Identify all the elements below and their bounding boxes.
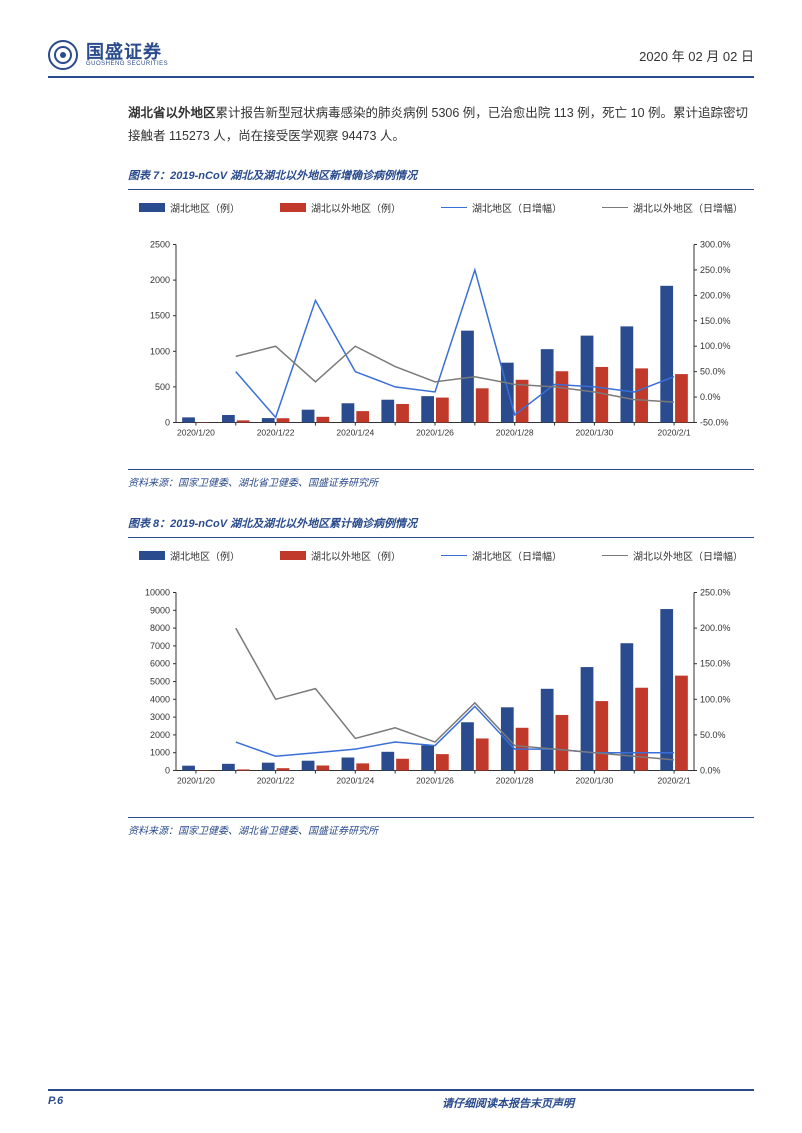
figure8-chart: 0 1000 2000 3000 4000 5000 6000 7000 8000 9000 100… (134, 571, 744, 806)
logo-icon (48, 40, 78, 70)
logo-text-cn: 国盛证券 (86, 43, 168, 61)
svg-text:2020/1/30: 2020/1/30 (575, 428, 613, 438)
svg-text:3000: 3000 (150, 712, 170, 722)
svg-text:0.0%: 0.0% (700, 392, 721, 402)
legend-other-line-swatch (602, 555, 628, 557)
legend-other-line-swatch (602, 207, 628, 209)
report-date: 2020 年 02 月 02 日 (639, 46, 754, 65)
legend-other-line-label: 湖北以外地区（日增幅） (633, 200, 743, 215)
svg-text:1000: 1000 (150, 748, 170, 758)
svg-text:300.0%: 300.0% (700, 240, 731, 250)
svg-text:250.0%: 250.0% (700, 588, 731, 598)
intro-paragraph: 湖北省以外地区累计报告新型冠状病毒感染的肺炎病例 5306 例，已治愈出院 11… (128, 102, 754, 147)
svg-text:-50.0%: -50.0% (700, 418, 729, 428)
svg-text:1000: 1000 (150, 346, 170, 356)
legend-hubei-bar-label: 湖北地区（例） (170, 548, 240, 563)
svg-text:2020/1/20: 2020/1/20 (177, 776, 215, 786)
svg-text:150.0%: 150.0% (700, 316, 731, 326)
svg-text:500: 500 (155, 382, 170, 392)
svg-text:2020/1/30: 2020/1/30 (575, 776, 613, 786)
legend-hubei-line-swatch (441, 555, 467, 557)
legend-other-bar-label: 湖北以外地区（例） (311, 548, 401, 563)
svg-text:2020/1/26: 2020/1/26 (416, 428, 454, 438)
svg-text:8000: 8000 (150, 623, 170, 633)
legend-other-bar-swatch (280, 203, 306, 212)
logo: 国盛证券 GUOSHENG SECURITIES (48, 40, 168, 70)
svg-text:2000: 2000 (150, 275, 170, 285)
svg-text:2020/1/22: 2020/1/22 (257, 428, 295, 438)
svg-text:150.0%: 150.0% (700, 659, 731, 669)
svg-text:2020/2/1: 2020/2/1 (658, 776, 691, 786)
svg-text:9000: 9000 (150, 605, 170, 615)
svg-text:2020/1/20: 2020/1/20 (177, 428, 215, 438)
svg-text:2020/1/24: 2020/1/24 (336, 776, 374, 786)
svg-text:4000: 4000 (150, 694, 170, 704)
legend-hubei-line-label: 湖北地区（日增幅） (472, 548, 562, 563)
svg-text:100.0%: 100.0% (700, 694, 731, 704)
page-footer: P.6 请仔细阅读本报告末页声明 (48, 1089, 754, 1111)
legend-other-line-label: 湖北以外地区（日增幅） (633, 548, 743, 563)
figure8-box: 湖北地区（例） 湖北以外地区（例） 湖北地区（日增幅） 湖北以外地区（日增幅） … (128, 537, 754, 818)
svg-text:2020/1/26: 2020/1/26 (416, 776, 454, 786)
svg-text:2020/1/28: 2020/1/28 (496, 428, 534, 438)
svg-text:2000: 2000 (150, 730, 170, 740)
figure8-legend: 湖北地区（例） 湖北以外地区（例） 湖北地区（日增幅） 湖北以外地区（日增幅） (134, 548, 748, 563)
svg-text:2020/2/1: 2020/2/1 (658, 428, 691, 438)
legend-hubei-bar-swatch (139, 203, 165, 212)
svg-text:100.0%: 100.0% (700, 341, 731, 351)
svg-text:50.0%: 50.0% (700, 730, 726, 740)
legend-other-bar-label: 湖北以外地区（例） (311, 200, 401, 215)
figure7-chart: 0 500 1000 1500 2000 2500 -50.0% 0.0% 50.0% 100.0… (134, 223, 744, 458)
figure7-title: 图表 7：2019-nCoV 湖北及湖北以外地区新增确诊病例情况 (128, 167, 754, 183)
svg-text:10000: 10000 (145, 588, 170, 598)
svg-text:1500: 1500 (150, 311, 170, 321)
intro-rest: 累计报告新型冠状病毒感染的肺炎病例 5306 例，已治愈出院 113 例，死亡 … (128, 106, 748, 143)
svg-text:2500: 2500 (150, 240, 170, 250)
svg-text:2020/1/28: 2020/1/28 (496, 776, 534, 786)
figure8-title: 图表 8：2019-nCoV 湖北及湖北以外地区累计确诊病例情况 (128, 515, 754, 531)
logo-text-en: GUOSHENG SECURITIES (86, 61, 168, 67)
legend-other-bar-swatch (280, 551, 306, 560)
figure7-box: 湖北地区（例） 湖北以外地区（例） 湖北地区（日增幅） 湖北以外地区（日增幅） … (128, 189, 754, 470)
page-header: 国盛证券 GUOSHENG SECURITIES 2020 年 02 月 02 … (48, 40, 754, 78)
figure8-source: 资料来源：国家卫健委、湖北省卫健委、国盛证券研究所 (128, 822, 754, 837)
figure7-legend: 湖北地区（例） 湖北以外地区（例） 湖北地区（日增幅） 湖北以外地区（日增幅） (134, 200, 748, 215)
legend-hubei-line-label: 湖北地区（日增幅） (472, 200, 562, 215)
legend-hubei-bar-label: 湖北地区（例） (170, 200, 240, 215)
svg-text:7000: 7000 (150, 641, 170, 651)
svg-text:200.0%: 200.0% (700, 290, 731, 300)
svg-text:2020/1/24: 2020/1/24 (336, 428, 374, 438)
intro-bold: 湖北省以外地区 (128, 106, 216, 120)
page-number: P.6 (48, 1095, 63, 1111)
svg-text:0: 0 (165, 766, 170, 776)
svg-text:0.0%: 0.0% (700, 766, 721, 776)
svg-text:2020/1/22: 2020/1/22 (257, 776, 295, 786)
svg-text:5000: 5000 (150, 677, 170, 687)
legend-hubei-bar-swatch (139, 551, 165, 560)
svg-text:0: 0 (165, 418, 170, 428)
footer-note: 请仔细阅读本报告末页声明 (442, 1095, 574, 1111)
svg-text:200.0%: 200.0% (700, 623, 731, 633)
svg-text:50.0%: 50.0% (700, 367, 726, 377)
figure7-source: 资料来源：国家卫健委、湖北省卫健委、国盛证券研究所 (128, 474, 754, 489)
svg-text:6000: 6000 (150, 659, 170, 669)
svg-text:250.0%: 250.0% (700, 265, 731, 275)
legend-hubei-line-swatch (441, 207, 467, 209)
